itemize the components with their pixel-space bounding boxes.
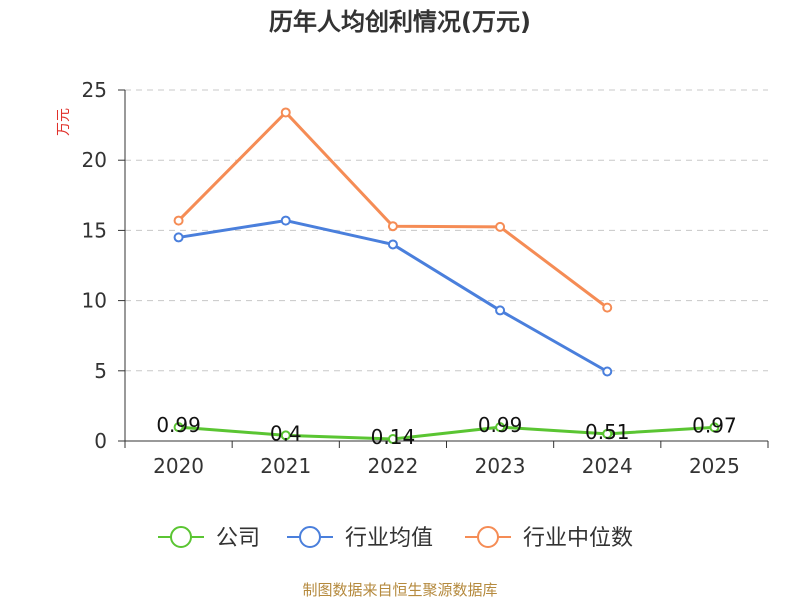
series-layer	[173, 107, 720, 445]
data-label: 0.51	[585, 420, 630, 444]
y-tick-label: 5	[94, 359, 107, 383]
legend-label: 行业均值	[345, 526, 433, 551]
legend-item-industry-median[interactable]: 行业中位数	[465, 526, 633, 551]
legend-label: 公司	[216, 526, 260, 551]
legend-marker	[170, 526, 192, 548]
y-tick-label: 20	[82, 148, 107, 172]
legend-item-industry-mean[interactable]: 行业均值	[287, 526, 433, 551]
x-tick-label: 2020	[153, 454, 204, 478]
y-tick-label: 10	[82, 289, 107, 313]
legend-marker	[477, 526, 499, 548]
data-point	[602, 428, 613, 439]
data-point	[173, 232, 184, 243]
y-axis-title: 万元	[56, 108, 72, 136]
data-point	[495, 422, 506, 433]
series-line	[177, 110, 609, 309]
source-note: 制图数据来自恒生聚源数据库	[302, 581, 497, 599]
data-label: 0.99	[478, 413, 523, 437]
data-labels: 0.99 0.4 0.14 0.99 0.51 0.97	[156, 413, 736, 449]
y-tick-label: 0	[94, 429, 107, 453]
series-industry-median	[173, 107, 613, 313]
x-axis-tick-labels: 2020 2021 2022 2023 2024 2025	[153, 454, 740, 478]
data-point	[280, 107, 291, 118]
x-tick-label: 2024	[582, 454, 633, 478]
data-point	[173, 422, 184, 433]
x-tick-label: 2021	[260, 454, 311, 478]
legend-label: 行业中位数	[523, 526, 633, 551]
series-line	[178, 425, 715, 441]
data-point	[387, 221, 398, 232]
data-point	[602, 302, 613, 313]
data-point	[495, 305, 506, 316]
data-point	[280, 215, 291, 226]
chart-title: 历年人均创利情况(万元)	[269, 8, 531, 36]
series-industry-mean	[173, 215, 613, 377]
series-company	[173, 422, 720, 445]
data-label: 0.97	[692, 413, 737, 437]
data-point	[387, 239, 398, 250]
y-axis-tick-labels: 0 5 10 15 20 25	[82, 78, 107, 453]
axes	[118, 89, 769, 448]
data-point	[173, 215, 184, 226]
y-tick-label: 25	[82, 78, 107, 102]
data-point	[602, 366, 613, 377]
grid-lines	[125, 89, 768, 372]
x-tick-label: 2025	[689, 454, 740, 478]
data-point	[709, 422, 720, 433]
data-label: 0.4	[270, 421, 302, 445]
x-tick-label: 2022	[367, 454, 418, 478]
y-tick-label: 15	[82, 218, 107, 242]
data-label: 0.99	[156, 413, 201, 437]
data-label: 0.14	[371, 425, 416, 449]
legend[interactable]: 公司 行业均值 行业中位数	[158, 526, 633, 551]
legend-marker	[299, 526, 321, 548]
data-point	[495, 221, 506, 232]
legend-item-company[interactable]: 公司	[158, 526, 260, 551]
x-tick-label: 2023	[475, 454, 526, 478]
data-point	[387, 434, 398, 445]
data-point	[280, 430, 291, 441]
